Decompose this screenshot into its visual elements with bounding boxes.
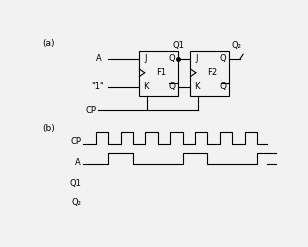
Text: Q1: Q1 [69,179,81,188]
Text: Q: Q [168,82,175,91]
Text: A: A [75,158,81,166]
Text: F1: F1 [156,68,166,77]
Text: J: J [195,54,198,63]
Text: Q: Q [220,54,226,63]
Text: Q₂: Q₂ [71,198,81,207]
Text: K: K [194,82,199,91]
Text: A: A [96,54,102,63]
Text: (b): (b) [43,124,55,133]
Text: (a): (a) [43,39,55,48]
Text: CP: CP [70,137,81,146]
Text: Q: Q [168,54,175,63]
Bar [190,51,229,96]
Text: Q: Q [220,82,226,91]
Text: CP: CP [86,106,97,115]
Text: Q₂: Q₂ [232,41,242,50]
Text: F2: F2 [207,68,217,77]
Bar [139,51,178,96]
Text: "1": "1" [91,82,104,91]
Text: Q1: Q1 [172,41,184,50]
Text: K: K [143,82,148,91]
Text: J: J [144,54,147,63]
